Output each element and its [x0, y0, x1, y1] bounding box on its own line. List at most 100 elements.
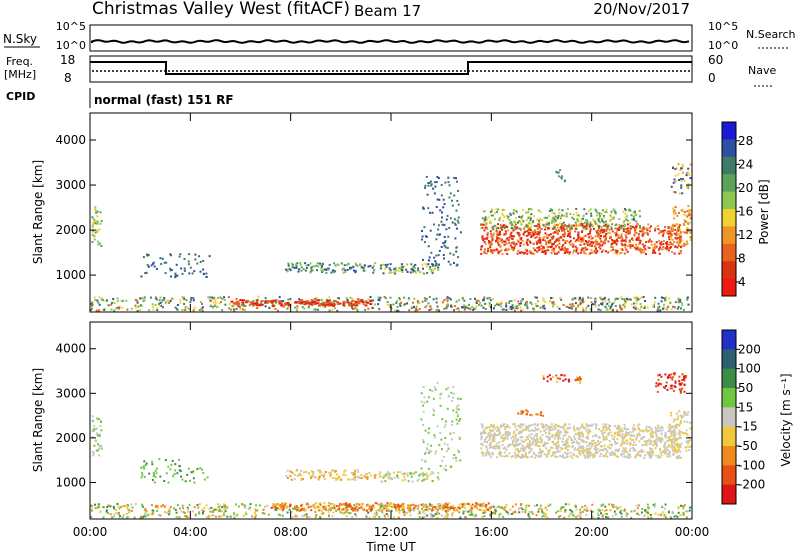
scatter-cell [357, 302, 361, 305]
scatter-cell [411, 480, 414, 483]
scatter-cell [576, 515, 578, 518]
scatter-cell [383, 506, 386, 509]
scatter-cell [600, 504, 603, 507]
scatter-cell [587, 456, 590, 459]
scatter-cell [526, 230, 529, 233]
scatter-cell [248, 300, 251, 303]
scatter-cell [630, 516, 633, 519]
scatter-cell [574, 230, 577, 233]
scatter-cell [515, 222, 518, 225]
scatter-cell [125, 299, 128, 302]
scatter-cell [558, 208, 561, 211]
scatter-cell [569, 213, 572, 215]
scatter-cell [675, 457, 678, 459]
scatter-cell [480, 431, 483, 434]
scatter-cell [551, 302, 554, 305]
scatter-cell [318, 471, 321, 474]
scatter-cell [102, 299, 105, 302]
scatter-cell [209, 510, 212, 513]
scatter-cell [353, 269, 355, 272]
scatter-cell [601, 231, 604, 234]
scatter-cell [255, 299, 259, 302]
scatter-cell [232, 302, 236, 305]
scatter-cell [417, 478, 420, 481]
scatter-cell [315, 297, 318, 300]
scatter-cell [282, 503, 285, 506]
scatter-cell [497, 223, 499, 226]
scatter-cell [503, 208, 506, 211]
scatter-cell [528, 227, 531, 230]
scatter-cell [348, 512, 350, 515]
scatter-cell [646, 306, 649, 309]
scatter-cell [193, 270, 196, 273]
scatter-cell [671, 510, 674, 513]
scatter-cell [560, 224, 563, 227]
scatter-cell [581, 506, 584, 508]
scatter-cell [440, 514, 443, 517]
noise-panel-frame [89, 24, 693, 52]
scatter-cell [528, 429, 531, 432]
scatter-cell [553, 218, 556, 221]
scatter-cell [491, 298, 494, 301]
scatter-cell [335, 301, 339, 304]
scatter-cell [184, 480, 187, 483]
scatter-cell [419, 271, 422, 274]
scatter-cell [214, 301, 217, 304]
scatter-cell [480, 504, 483, 506]
scatter-cell [468, 503, 471, 506]
scatter-cell [575, 307, 577, 310]
scatter-cell [141, 297, 144, 300]
scatter-cell [563, 234, 565, 237]
scatter-cell [484, 437, 487, 440]
scatter-cell [447, 386, 450, 389]
scatter-cell [305, 503, 308, 506]
scatter-cell [270, 300, 274, 303]
scatter-cell [524, 506, 527, 509]
scatter-cell [510, 455, 513, 458]
scatter-cell [422, 478, 425, 481]
scatter-cell [621, 439, 624, 442]
scatter-cell [585, 429, 588, 432]
scatter-cell [347, 300, 350, 303]
scatter-cell [550, 429, 553, 432]
scatter-cell [377, 296, 380, 299]
scatter-cell [432, 269, 434, 272]
scatter-cell [143, 475, 146, 478]
scatter-cell [299, 263, 302, 266]
scatter-cell [212, 307, 215, 309]
scatter-cell [353, 307, 356, 310]
scatter-cell [381, 511, 384, 514]
scatter-cell [336, 477, 339, 480]
scatter-cell [606, 308, 609, 311]
scatter-cell [198, 511, 201, 514]
scatter-cell [688, 212, 691, 215]
scatter-cell [553, 225, 556, 228]
scatter-cell [362, 269, 365, 272]
scatter-cell [653, 301, 656, 304]
scatter-cell [290, 511, 293, 513]
scatter-cell [530, 222, 533, 225]
scatter-cell [315, 513, 318, 516]
scatter-cell [516, 305, 519, 308]
scatter-cell [670, 228, 673, 231]
scatter-cell [609, 236, 612, 239]
scatter-cell [689, 215, 692, 218]
scatter-cell [436, 308, 439, 311]
scatter-cell [443, 307, 446, 310]
scatter-cell [569, 236, 572, 238]
scatter-cell [579, 516, 582, 519]
scatter-cell [629, 245, 632, 248]
scatter-cell [671, 207, 674, 210]
scatter-cell [611, 450, 614, 453]
scatter-cell [401, 472, 404, 475]
scatter-cell [606, 455, 609, 458]
scatter-cell [539, 217, 542, 220]
scatter-cell [424, 478, 427, 481]
scatter-cell [90, 508, 93, 511]
scatter-cell [179, 299, 182, 302]
scatter-cell [443, 299, 446, 302]
scatter-cell [681, 304, 684, 307]
scatter-cell [427, 263, 430, 266]
scatter-cell [151, 303, 154, 306]
scatter-cell [331, 302, 335, 305]
